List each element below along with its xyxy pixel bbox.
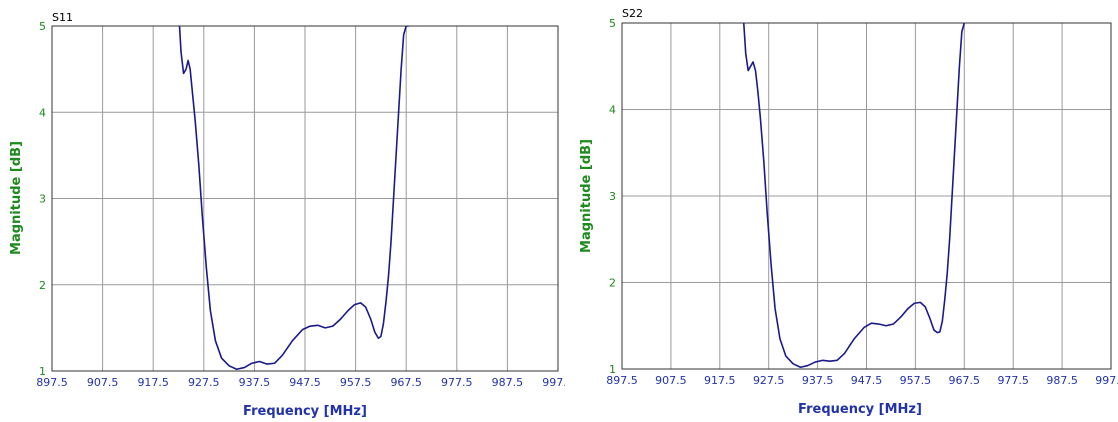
x-axis-ticks: 897.5 907.5 917.5 927.5 937.5 947.5 957.5 967.5… <box>36 376 565 389</box>
series-line <box>178 26 409 371</box>
y-tick-label: 4 <box>609 104 616 117</box>
y-tick-label: 3 <box>39 193 46 206</box>
series-layer <box>178 26 409 371</box>
x-tick-label: 967.5 <box>390 376 422 389</box>
y-axis-label: Magnitude [dB] <box>579 139 594 253</box>
series-layer <box>742 23 966 369</box>
x-tick-label: 927.5 <box>753 374 785 387</box>
y-axis-label: Magnitude [dB] <box>9 141 24 255</box>
chart-title: S22 <box>622 7 643 20</box>
chart-title: S11 <box>52 11 73 24</box>
y-tick-label: 5 <box>39 20 46 33</box>
x-tick-label: 897.5 <box>36 376 68 389</box>
y-axis-ticks: 1 2 3 4 5 <box>39 20 46 378</box>
y-tick-label: 2 <box>39 279 46 292</box>
grid <box>622 23 1111 369</box>
x-tick-label: 997.5 <box>1095 374 1118 387</box>
y-tick-label: 3 <box>609 190 616 203</box>
s22-chart: S22 897.5 907.5 917.5 927.5 937.5 947.5 957.5 9… <box>565 0 1118 422</box>
x-tick-label: 957.5 <box>340 376 372 389</box>
x-tick-label: 937.5 <box>239 376 271 389</box>
x-axis-label: Frequency [MHz] <box>798 402 922 417</box>
x-tick-label: 967.5 <box>949 374 981 387</box>
s11-chart: S11 897.5 907.5 917.5 927.5 937.5 947.5 957.5 9… <box>9 11 565 419</box>
x-tick-label: 927.5 <box>188 376 220 389</box>
y-tick-label: 2 <box>609 277 616 290</box>
series-line <box>742 23 966 369</box>
y-tick-label: 5 <box>609 17 616 30</box>
x-tick-label: 957.5 <box>900 374 932 387</box>
x-tick-label: 907.5 <box>655 374 687 387</box>
x-axis-label: Frequency [MHz] <box>243 404 367 419</box>
y-tick-label: 1 <box>39 365 46 378</box>
x-axis-ticks: 897.5 907.5 917.5 927.5 937.5 947.5 957.5 967.5… <box>606 374 1118 387</box>
plot-area <box>51 25 559 372</box>
x-tick-label: 997.5 <box>542 376 565 389</box>
x-tick-label: 917.5 <box>704 374 736 387</box>
s11-chart-svg: S11 897.5 907.5 917.5 927.5 937.5 947.5 957.5 9… <box>9 11 565 419</box>
x-tick-label: 977.5 <box>997 374 1028 387</box>
s22-chart-svg: S22 897.5 907.5 917.5 927.5 937.5 947.5 957.5 9… <box>579 7 1118 417</box>
y-tick-label: 4 <box>39 106 46 119</box>
x-tick-label: 947.5 <box>289 376 321 389</box>
x-tick-label: 937.5 <box>802 374 834 387</box>
plot-area <box>621 22 1112 370</box>
x-tick-label: 897.5 <box>606 374 638 387</box>
x-tick-label: 907.5 <box>87 376 119 389</box>
x-tick-label: 917.5 <box>137 376 169 389</box>
x-tick-label: 977.5 <box>441 376 473 389</box>
y-axis-ticks: 1 2 3 4 5 <box>609 17 616 376</box>
grid <box>52 26 558 371</box>
x-tick-label: 947.5 <box>851 374 883 387</box>
x-tick-label: 987.5 <box>1046 374 1078 387</box>
y-tick-label: 1 <box>609 363 616 376</box>
x-tick-label: 987.5 <box>492 376 524 389</box>
